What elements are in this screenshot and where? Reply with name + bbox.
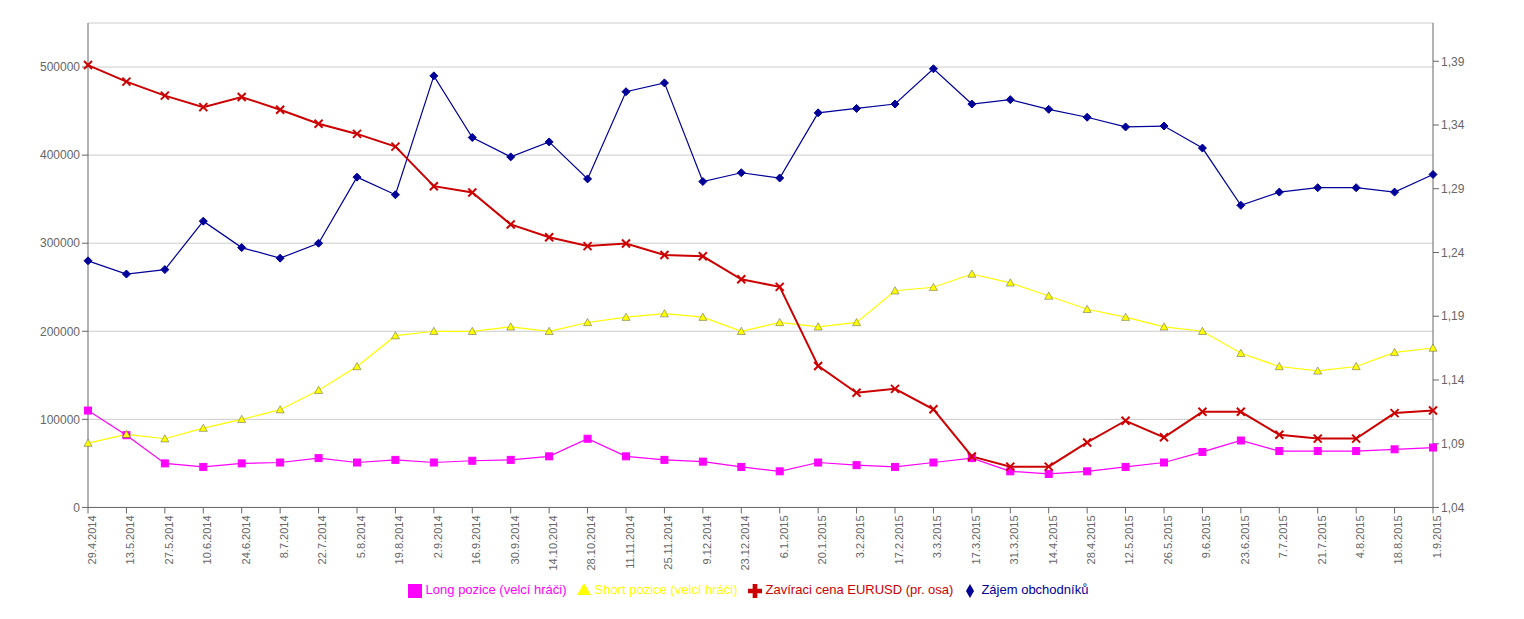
svg-text:200000: 200000 (40, 325, 80, 339)
html-text:Zájem obchodníků: Zájem obchodníků (981, 582, 1089, 598)
svg-text:1,14: 1,14 (1441, 373, 1465, 387)
svg-text:1,09: 1,09 (1441, 437, 1465, 451)
html-text:Short pozice (velcí hráči): Short pozice (velcí hráči) (594, 582, 738, 598)
svg-text:31.3.2015: 31.3.2015 (1008, 515, 1020, 564)
svg-text:12.5.2015: 12.5.2015 (1123, 515, 1135, 564)
svg-text:14.4.2015: 14.4.2015 (1047, 515, 1059, 564)
svg-text:9.6.2015: 9.6.2015 (1200, 515, 1212, 558)
svg-text:5.8.2014: 5.8.2014 (355, 515, 367, 558)
svg-text:17.3.2015: 17.3.2015 (970, 515, 982, 564)
svg-text:25.11.2014: 25.11.2014 (662, 515, 674, 569)
svg-text:9.12.2014: 9.12.2014 (701, 515, 713, 564)
svg-text:8.7.2014: 8.7.2014 (278, 515, 290, 558)
svg-text:1,19: 1,19 (1441, 309, 1465, 323)
svg-text:20.1.2015: 20.1.2015 (816, 515, 828, 564)
svg-text:300000: 300000 (40, 236, 80, 250)
svg-text:1.9.2015: 1.9.2015 (1431, 515, 1443, 558)
svg-text:2.9.2014: 2.9.2014 (432, 515, 444, 558)
svg-text:24.6.2014: 24.6.2014 (240, 515, 252, 564)
svg-text:19.8.2014: 19.8.2014 (393, 515, 405, 564)
svg-text:23.12.2014: 23.12.2014 (739, 515, 751, 570)
svg-text:1,39: 1,39 (1441, 55, 1465, 69)
svg-text:500000: 500000 (40, 60, 80, 74)
svg-text:10.6.2014: 10.6.2014 (201, 515, 213, 564)
svg-text:0: 0 (73, 501, 80, 515)
svg-text:4.8.2015: 4.8.2015 (1354, 515, 1366, 558)
html-text:Long pozice (velcí hráči): Long pozice (velcí hráči) (425, 582, 567, 598)
svg-text:28.4.2015: 28.4.2015 (1085, 515, 1097, 564)
svg-text:1,34: 1,34 (1441, 118, 1465, 132)
svg-text:28.10.2014: 28.10.2014 (585, 515, 597, 570)
svg-text:16.9.2014: 16.9.2014 (470, 515, 482, 564)
svg-text:27.5.2014: 27.5.2014 (163, 515, 175, 564)
svg-text:22.7.2014: 22.7.2014 (316, 515, 328, 564)
svg-text:1,29: 1,29 (1441, 182, 1465, 196)
svg-text:23.6.2015: 23.6.2015 (1239, 515, 1251, 564)
svg-text:14.10.2014: 14.10.2014 (547, 515, 559, 570)
svg-text:3.2.2015: 3.2.2015 (854, 515, 866, 558)
svg-text:13.5.2014: 13.5.2014 (124, 515, 136, 564)
svg-text:26.5.2015: 26.5.2015 (1162, 515, 1174, 564)
svg-text:3.3.2015: 3.3.2015 (931, 515, 943, 558)
svg-text:1,24: 1,24 (1441, 246, 1465, 260)
svg-text:1,04: 1,04 (1441, 501, 1465, 515)
svg-text:7.7.2015: 7.7.2015 (1277, 515, 1289, 558)
svg-text:17.2.2015: 17.2.2015 (893, 515, 905, 564)
svg-text:100000: 100000 (40, 413, 80, 427)
html-text:Zavíraci cena EURUSD (pr. osa): Zavíraci cena EURUSD (pr. osa) (765, 582, 954, 598)
svg-text:21.7.2015: 21.7.2015 (1316, 515, 1328, 564)
svg-text:400000: 400000 (40, 148, 80, 162)
svg-text:6.1.2015: 6.1.2015 (778, 515, 790, 558)
svg-text:30.9.2014: 30.9.2014 (509, 515, 521, 564)
svg-text:11.11.2014: 11.11.2014 (624, 515, 636, 568)
svg-text:29.4.2014: 29.4.2014 (86, 515, 98, 564)
svg-text:18.8.2015: 18.8.2015 (1392, 515, 1404, 564)
